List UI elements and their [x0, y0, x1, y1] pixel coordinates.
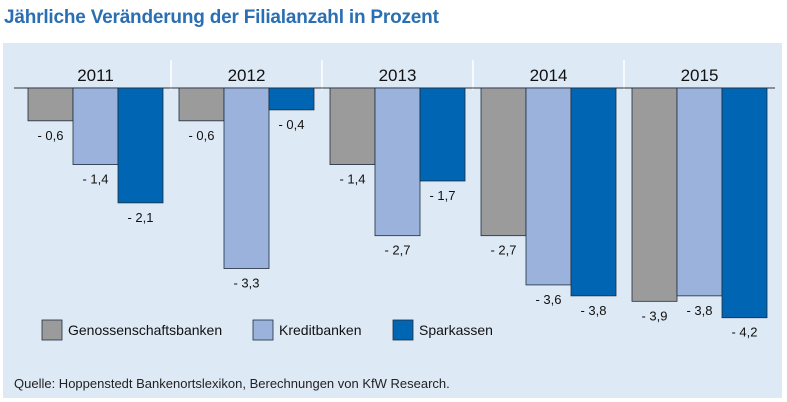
data-label-2015-2: - 4,2: [731, 325, 757, 340]
bar-2014-2: [570, 87, 617, 297]
source-note: Quelle: Hoppenstedt Bankenortslexikon, B…: [14, 376, 450, 391]
category-label-2011: 2011: [77, 66, 114, 85]
bar-2015-2: [721, 87, 768, 319]
bar-2013-0: [329, 87, 376, 165]
bar-2015-0: [631, 87, 678, 302]
data-label-2012-1: - 3,3: [233, 276, 259, 291]
bar-2011-2: [117, 87, 164, 204]
data-label-2014-0: - 2,7: [490, 243, 516, 258]
data-label-2013-1: - 2,7: [384, 243, 410, 258]
legend-swatch-1: [252, 319, 274, 341]
legend-label-0: Genossenschaftsbanken: [68, 322, 222, 338]
bar-2011-0: [27, 87, 74, 122]
data-label-2012-2: - 0,4: [278, 117, 304, 132]
bar-2013-2: [419, 87, 466, 182]
bar-2014-1: [525, 87, 572, 286]
data-label-2012-0: - 0,6: [188, 128, 214, 143]
legend-swatch-0: [41, 319, 63, 341]
data-label-2013-2: - 1,7: [429, 188, 455, 203]
data-label-2011-2: - 2,1: [127, 210, 153, 225]
bar-2014-0: [480, 87, 527, 237]
bar-2012-1: [223, 87, 270, 269]
category-label-2014: 2014: [530, 66, 568, 85]
category-label-2013: 2013: [379, 66, 417, 85]
data-label-2014-1: - 3,6: [535, 292, 561, 307]
bar-2011-1: [72, 87, 119, 165]
data-label-2013-0: - 1,4: [339, 172, 365, 187]
data-label-2014-2: - 3,8: [580, 303, 606, 318]
data-label-2015-0: - 3,9: [641, 308, 667, 323]
bar-2015-1: [676, 87, 723, 297]
chart-title: Jährliche Veränderung der Filialanzahl i…: [4, 7, 439, 28]
bar-2013-1: [374, 87, 421, 237]
bar-2012-0: [178, 87, 225, 122]
bar-2012-2: [268, 87, 315, 111]
legend-label-2: Sparkassen: [419, 322, 493, 338]
data-label-2011-1: - 1,4: [82, 172, 108, 187]
category-label-2012: 2012: [228, 66, 266, 85]
category-label-2015: 2015: [681, 66, 719, 85]
data-label-2015-1: - 3,8: [686, 303, 712, 318]
data-label-2011-0: - 0,6: [37, 128, 63, 143]
legend-swatch-2: [392, 319, 414, 341]
legend-label-1: Kreditbanken: [279, 322, 362, 338]
